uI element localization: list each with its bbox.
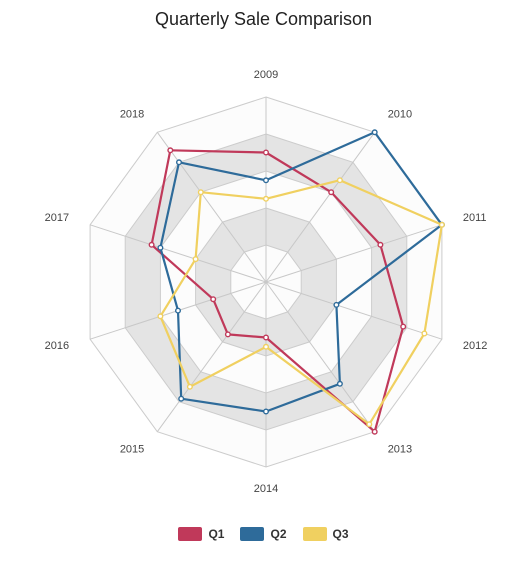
category-label: 2015 [120,443,144,455]
category-label: 2012 [463,340,487,352]
radar-spoke [156,281,267,432]
data-point[interactable] [421,330,428,337]
data-point[interactable] [263,149,270,156]
legend-label: Q1 [208,527,225,541]
legend-item-q2[interactable]: Q2 [240,527,287,541]
data-point[interactable] [263,195,270,202]
data-point[interactable] [371,428,378,435]
series-q1 [148,147,407,435]
radar-spoke [265,132,376,283]
data-point[interactable] [167,147,174,154]
category-label: 2013 [388,443,412,455]
radar-spoke [89,224,267,283]
data-point[interactable] [336,380,343,387]
data-point[interactable] [148,241,155,248]
category-label: 2010 [388,108,412,120]
data-point[interactable] [157,313,164,320]
category-label: 2016 [45,340,69,352]
category-label: 2014 [254,483,278,495]
data-point[interactable] [328,189,335,196]
data-point[interactable] [157,244,164,251]
data-point[interactable] [263,343,270,350]
radar-spoke [265,224,443,283]
legend-swatch [178,527,203,541]
radar-series [148,129,445,435]
category-labels: 2009 2010 2011 2012 2013 2014 2015 2016 2017 2018 [45,69,488,495]
radar-spoke [265,281,376,432]
category-label: 2011 [463,212,487,224]
data-point[interactable] [336,177,343,184]
legend: Q1 Q2 Q3 [0,524,527,544]
data-point[interactable] [175,159,182,166]
radar-spokes [89,97,443,467]
series-q2 [157,129,445,415]
data-point[interactable] [371,129,378,136]
data-point[interactable] [174,307,181,314]
legend-item-q1[interactable]: Q1 [178,527,224,541]
radar-spoke [156,132,267,283]
data-point[interactable] [333,301,340,308]
radar-spoke [265,281,443,340]
data-point[interactable] [366,421,373,428]
legend-label: Q2 [270,527,287,541]
data-point[interactable] [400,323,407,330]
legend-label: Q3 [332,527,349,541]
data-point[interactable] [192,256,199,263]
legend-swatch [240,527,265,541]
data-point[interactable] [210,296,217,303]
data-point[interactable] [186,383,193,390]
data-point[interactable] [178,395,185,402]
category-label: 2017 [45,212,69,224]
category-label: 2009 [254,69,278,81]
data-point[interactable] [377,241,384,248]
data-point[interactable] [263,334,270,341]
data-point[interactable] [438,221,445,228]
data-point[interactable] [197,189,204,196]
category-label: 2018 [120,108,144,120]
legend-item-q3[interactable]: Q3 [302,527,349,541]
data-point[interactable] [263,177,270,184]
legend-swatch [302,527,327,541]
chart-title: Quarterly Sale Comparison [154,9,373,29]
data-point[interactable] [224,331,231,338]
series-q3 [157,177,445,428]
data-point[interactable] [263,408,270,415]
